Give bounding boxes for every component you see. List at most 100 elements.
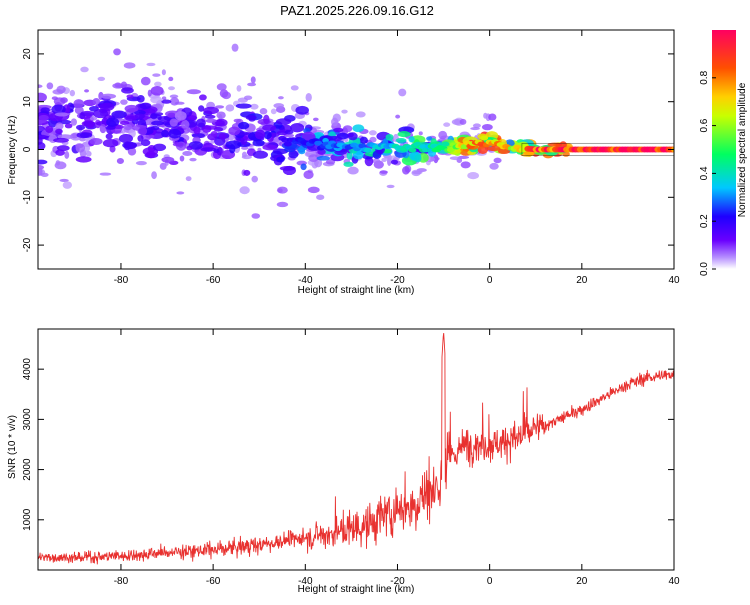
spectrogram-blob [38,92,47,103]
spectrogram-blob [99,102,115,112]
spectrogram-blob [100,93,117,99]
spectrogram-blob [414,154,422,163]
spectrogram-speckle [368,130,377,136]
spectrogram-blob [191,132,206,139]
y-tick-label: 0 [22,146,33,152]
spectrogram-speckle [62,181,73,189]
spectrogram-blob [263,131,272,140]
spectrogram-speckle [215,105,225,109]
spectrogram-blob [53,137,69,143]
spectrogram-speckle [38,167,43,176]
spectrogram-blob [150,85,164,96]
spectrogram-speckle [116,157,124,165]
spectral-ridge-point [446,147,455,153]
spectrogram-blob [136,94,145,103]
spectrogram-speckle [418,131,423,136]
x-tick-label: 20 [576,275,588,286]
spectrogram-speckle [451,119,463,125]
x-tick-label: 0 [487,275,493,286]
spectrogram-blob [169,118,178,127]
spectrogram-speckle [251,213,261,219]
spectrogram-blob [54,112,69,117]
spectrogram-blob [38,142,46,150]
colorbar-tick-label: 0.2 [699,214,710,228]
spectrogram-blob [343,161,354,167]
spectrogram-blob [282,165,296,176]
spectrogram-speckle [179,155,185,162]
snr-panel: -80 -60 -40 -20 0 20 40 1000 2000 3000 4000 Heigh… [7,328,680,595]
spectrogram-blob [228,126,241,136]
spectrogram-y-label: Frequency (Hz) [7,116,18,185]
spectrogram-speckle [168,86,175,91]
spectrogram-speckle [488,113,497,121]
spectrogram-blob [38,159,48,165]
spectrogram-blob [134,113,146,119]
spectrogram-speckle [161,96,167,101]
spectrogram-speckle [241,154,252,160]
spectrogram-speckle [38,84,43,88]
y-tick-label: 3000 [22,408,33,431]
spectrogram-blob [254,129,266,140]
spectrogram-blob [288,150,299,159]
spectrogram-speckle [347,166,359,175]
x-tick-label: -40 [298,275,313,286]
spectrogram-blob [204,114,216,119]
spectrogram-blob [200,147,217,152]
spectrogram-speckle [257,147,262,152]
spectrogram-speckle [70,118,78,126]
spectrogram-blob [225,140,242,150]
spectrogram-blob [193,126,201,135]
spectrogram-speckle [460,161,471,169]
spectrogram-blob [252,139,265,147]
spectrogram-blob [275,118,292,125]
spectrogram-blob [215,118,228,127]
spectrogram-speckle [459,118,467,125]
spectrogram-blob [210,130,218,137]
snr-x-axis: -80 -60 -40 -20 0 20 40 [114,329,680,587]
colorbar: 0.0 0.2 0.4 0.6 0.8 Normalized spectral ampl… [699,30,748,276]
x-tick-label: 40 [668,275,680,286]
spectrogram-blob [213,148,220,153]
spectrogram-speckle [249,103,259,110]
spectrogram-speckle [239,186,250,195]
spectrogram-blob [79,112,86,120]
spectrogram-speckle [159,162,167,170]
spectrogram-speckle [69,89,76,97]
spectrogram-data [38,43,573,219]
page-title: PAZ1.2025.226.09.16.G12 [280,3,434,18]
spectrogram-blob [161,129,169,138]
x-tick-label: -80 [114,576,129,587]
spectrogram-blob [284,129,294,135]
spectrogram-blob [316,155,331,161]
spectrogram-speckle [85,150,92,157]
spectrogram-y-axis: -20 -10 0 10 20 [22,48,674,252]
spectrogram-speckle [278,96,284,100]
spectrogram-blob [123,123,133,131]
spectrogram-speckle [185,176,192,182]
spectrogram-blob [290,123,305,133]
spectrogram-blob [157,116,172,122]
spectrogram-blob [276,156,285,163]
spectrogram-speckle [169,94,179,99]
spectrogram-blob [105,133,113,140]
colorbar-label: Normalized spectral amplitude [737,82,748,217]
spectrogram-blob [547,142,563,147]
spectrogram-blob [118,133,134,144]
spectrogram-speckle [308,154,319,162]
spectrogram-speckle [84,89,90,93]
spectrogram-blob [167,112,176,118]
y-tick-label: 2000 [22,458,33,481]
spectrogram-blob [151,120,165,126]
spectrogram-speckle [303,170,314,180]
spectral-ridge-point [673,148,674,151]
spectrogram-speckle [154,81,162,87]
spectrogram-speckle [412,170,423,175]
snr-y-label: SNR (10 * v/v) [7,415,18,479]
spectrogram-speckle [443,122,451,127]
spectrogram-blob [89,116,98,121]
spectrogram-blob [218,133,227,140]
spectrogram-blob [477,144,489,154]
spectrogram-blob [46,82,54,90]
spectrogram-speckle [113,48,121,56]
spectrogram-blob [235,103,252,109]
